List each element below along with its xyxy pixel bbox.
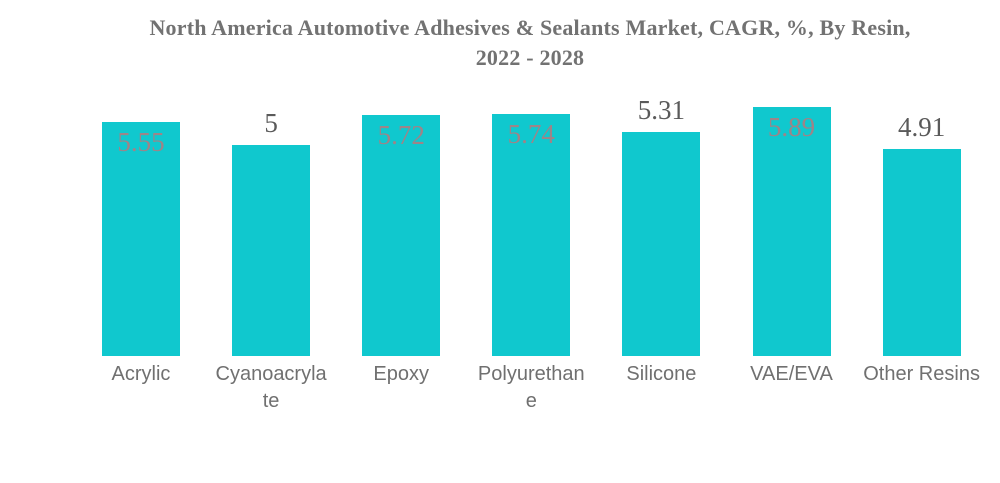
category-label-line: Acrylic — [111, 363, 171, 385]
category-label-acrylic: Acrylic — [71, 361, 211, 388]
category-label-cyanoacrylate: Cyanoacryla te — [201, 361, 341, 415]
value-label-vae-eva: 5.89 — [767, 112, 816, 143]
chart-title-line-1: North America Automotive Adhesives & Sea… — [149, 15, 911, 40]
category-label-line: Cyanoacryla — [215, 363, 327, 385]
value-label-epoxy: 5.72 — [377, 119, 425, 150]
bar-epoxy — [362, 114, 441, 356]
bar-polyurethane — [492, 113, 571, 356]
chart-title: North America Automotive Adhesives & Sea… — [60, 13, 1000, 73]
category-label-epoxy: Epoxy — [331, 361, 471, 388]
bar-cyanoacrylate — [232, 145, 311, 356]
category-label-line: VAE/EVA — [750, 363, 833, 385]
category-label-silicone: Silicone — [591, 361, 731, 388]
value-label-polyurethane: 5.74 — [507, 118, 555, 149]
value-label-acrylic: 5.55 — [117, 126, 165, 157]
category-label-other-resins: Other Resins — [852, 361, 992, 388]
category-label-line: Polyurethan — [477, 363, 585, 385]
value-label-other-resins: 4.91 — [897, 111, 946, 142]
category-label-polyurethane: Polyurethan e — [461, 361, 601, 415]
bar-silicone — [622, 131, 701, 356]
category-label-line: Other Resins — [863, 363, 980, 385]
category-label-line: te — [262, 390, 280, 412]
value-label-cyanoacrylate: 5 — [264, 108, 278, 138]
category-label-line: Silicone — [626, 363, 697, 385]
category-label-line: Epoxy — [373, 363, 429, 385]
chart-title-line-2: 2022 - 2028 — [475, 45, 585, 70]
category-label-vae-eva: VAE/EVA — [722, 361, 862, 388]
bar-other-resins — [882, 148, 961, 356]
category-label-line: e — [525, 390, 537, 412]
bar-acrylic — [102, 121, 180, 356]
value-label-silicone: 5.31 — [637, 94, 686, 125]
bar-vae-eva — [752, 107, 831, 356]
